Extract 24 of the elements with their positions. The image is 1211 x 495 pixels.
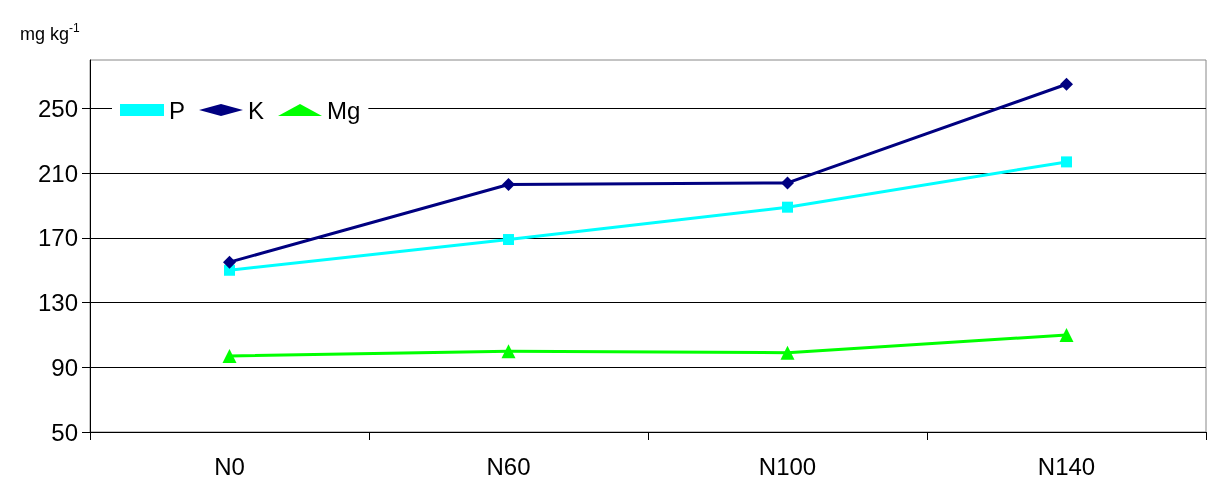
legend-label: Mg <box>327 96 361 124</box>
x-tick-label: N140 <box>1037 452 1096 480</box>
legend-label: P <box>169 96 186 124</box>
point <box>1061 156 1072 168</box>
point <box>503 234 514 246</box>
point <box>1060 77 1073 91</box>
y-tick-label: 90 <box>51 353 78 381</box>
point <box>1059 327 1074 342</box>
y-tick-label: 250 <box>37 95 78 123</box>
point <box>501 344 516 359</box>
point <box>223 255 236 269</box>
x-tick-label: N0 <box>214 452 245 480</box>
y-tick-label: 210 <box>37 159 78 187</box>
point <box>502 178 515 192</box>
y-tick-label: 170 <box>37 224 78 252</box>
x-tick-label: N60 <box>486 452 531 480</box>
legend-label: K <box>248 96 265 124</box>
x-tick-label: N100 <box>758 452 817 480</box>
point <box>780 345 795 360</box>
point <box>781 176 794 190</box>
point <box>782 201 793 213</box>
point <box>222 348 237 363</box>
y-tick-label: 130 <box>37 289 78 317</box>
y-tick-label: 50 <box>51 418 78 446</box>
